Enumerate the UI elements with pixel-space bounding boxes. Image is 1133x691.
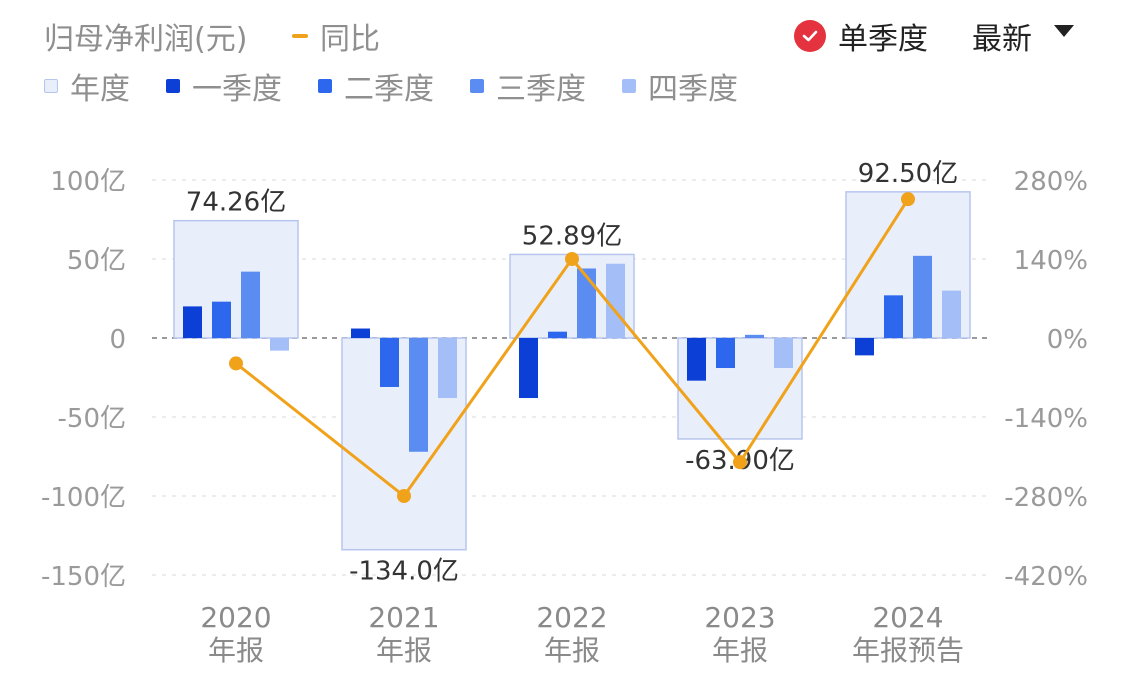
quarter-bar <box>548 331 567 338</box>
y-left-tick-label: 0 <box>109 325 126 355</box>
x-tick-label: 2022 <box>536 601 607 634</box>
quarter-bar <box>519 338 538 399</box>
y-right-tick-label: 0% <box>1047 325 1088 355</box>
legend-yoy: 同比 <box>292 14 380 58</box>
quarter-bar <box>716 338 735 369</box>
legend-item-q3[interactable]: 三季度 <box>470 64 586 108</box>
check-icon <box>794 20 826 52</box>
yoy-point <box>901 192 915 207</box>
x-tick-label: 年报 <box>544 634 600 667</box>
quarter-bar <box>438 338 457 399</box>
quarter-bar <box>351 328 370 338</box>
quarter-bar <box>241 271 260 338</box>
quarter-bar <box>183 306 202 338</box>
legend-item-q1[interactable]: 一季度 <box>166 64 282 108</box>
caret-down-icon <box>1054 25 1074 37</box>
annual-swatch <box>44 79 58 93</box>
y-right-tick-label: 280% <box>1014 167 1088 197</box>
legend-item-q4[interactable]: 四季度 <box>622 64 738 108</box>
annual-value-label: -134.0亿 <box>349 557 459 587</box>
x-tick-label: 年报 <box>712 634 768 667</box>
x-tick-label: 年报 <box>376 634 432 667</box>
quarter-bar <box>855 338 874 356</box>
series-legend: 年度 一季度 二季度 三季度 四季度 <box>44 64 774 108</box>
quarter-bar <box>884 295 903 338</box>
legend-q3-label: 三季度 <box>496 72 586 107</box>
quarter-bar <box>270 338 289 351</box>
y-left-tick-label: 100亿 <box>50 167 126 197</box>
annual-value-label: 92.50亿 <box>858 159 958 189</box>
y-right-tick-label: -420% <box>1004 562 1088 592</box>
yoy-point <box>733 455 747 470</box>
legend-q2-label: 二季度 <box>344 72 434 107</box>
quarter-bar <box>942 290 961 338</box>
latest-label: 最新 <box>972 22 1032 57</box>
legend-q1-label: 一季度 <box>192 72 282 107</box>
quarter-bar <box>380 338 399 387</box>
legend-yoy-label: 同比 <box>320 22 380 57</box>
latest-dropdown[interactable]: 最新 <box>972 14 1074 58</box>
yoy-point <box>565 252 579 266</box>
annual-bar <box>341 337 467 551</box>
single-season-label: 单季度 <box>838 22 928 57</box>
x-tick-label: 年报预告 <box>852 634 964 667</box>
q2-swatch <box>318 79 332 93</box>
yoy-point <box>229 356 243 371</box>
x-tick-label: 年报 <box>208 634 264 667</box>
y-right-tick-label: -140% <box>1004 404 1088 434</box>
quarter-bar <box>687 338 706 381</box>
x-tick-label: 2020 <box>200 601 271 634</box>
y-left-tick-label: -50亿 <box>58 404 126 434</box>
x-tick-label: 2021 <box>368 601 439 634</box>
q3-swatch <box>470 79 484 93</box>
y-left-tick-label: -150亿 <box>41 562 126 592</box>
y-left-tick-label: 50亿 <box>67 246 126 276</box>
x-tick-label: 2023 <box>704 601 775 634</box>
legend-item-q2[interactable]: 二季度 <box>318 64 434 108</box>
y-right-tick-label: 140% <box>1014 246 1088 276</box>
quarter-bar <box>606 263 625 338</box>
chart-title: 归母净利润(元) <box>44 22 248 57</box>
quarter-bar <box>577 268 596 338</box>
annual-value-label: 74.26亿 <box>186 188 286 218</box>
quarter-bar <box>774 338 793 369</box>
x-tick-label: 2024 <box>872 601 943 634</box>
yoy-line-swatch <box>292 34 308 38</box>
y-left-tick-label: -100亿 <box>41 483 126 513</box>
annual-value-label: 52.89亿 <box>522 221 622 251</box>
legend-annual-label: 年度 <box>70 72 130 107</box>
legend-q4-label: 四季度 <box>648 72 738 107</box>
y-right-tick-label: -280% <box>1004 483 1088 513</box>
legend-item-annual[interactable]: 年度 <box>44 64 130 108</box>
q4-swatch <box>622 79 636 93</box>
quarter-bar <box>212 301 231 338</box>
q1-swatch <box>166 79 180 93</box>
quarter-bar <box>913 255 932 338</box>
yoy-point <box>397 489 411 503</box>
quarter-bar <box>745 334 764 338</box>
single-season-toggle[interactable]: 单季度 <box>794 14 928 58</box>
quarter-bar <box>409 338 428 452</box>
